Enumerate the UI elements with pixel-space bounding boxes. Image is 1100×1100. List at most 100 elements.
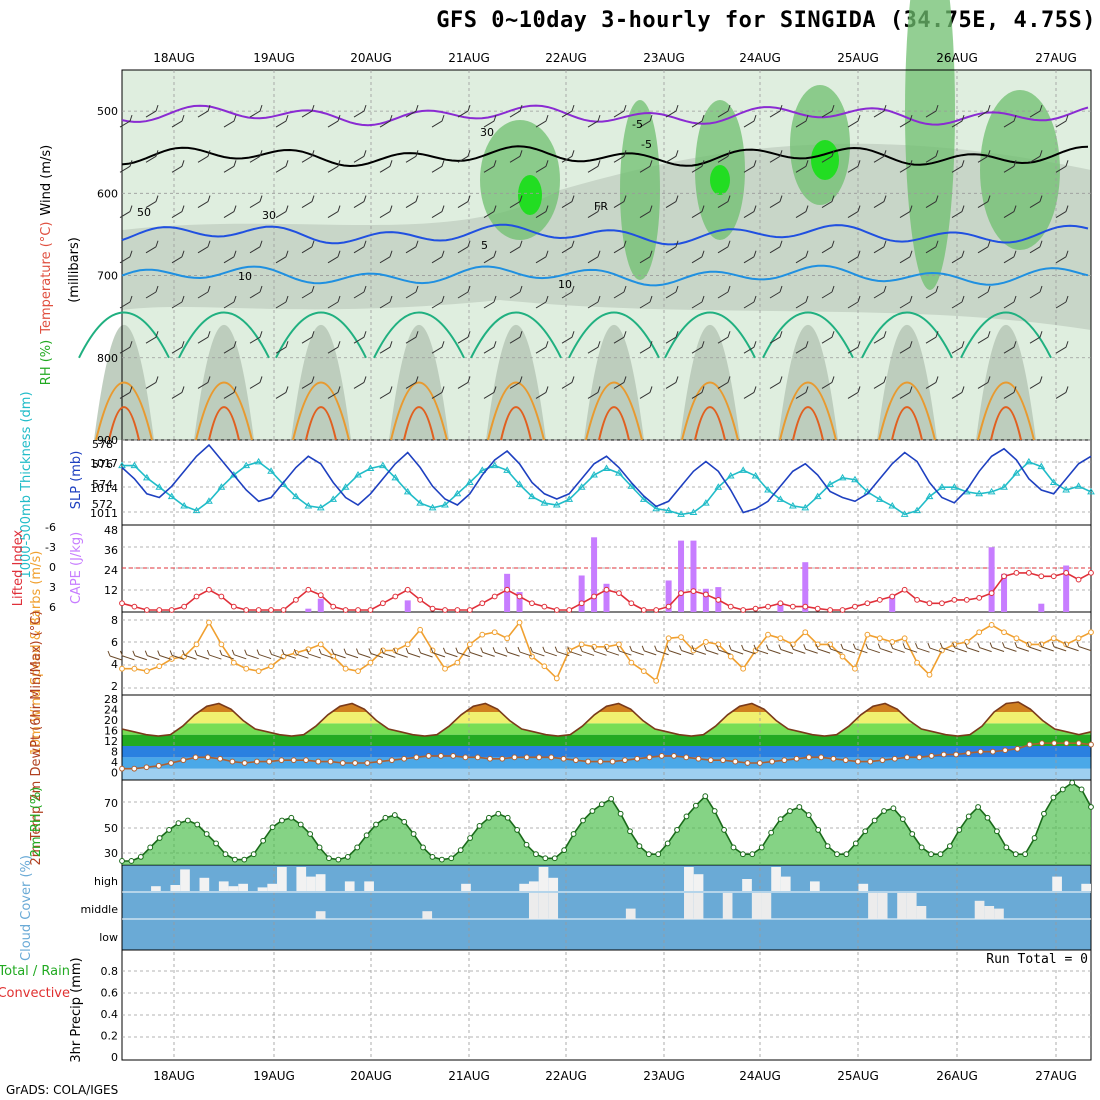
cloud-high-bar [461, 883, 471, 891]
lifted-index-point [1001, 573, 1007, 580]
wind-barb [1055, 386, 1069, 399]
wind-barb [119, 114, 133, 128]
thickness-point [1049, 478, 1058, 485]
temp-tick-label: 28 [104, 693, 118, 706]
rh2m-point [514, 827, 521, 833]
dewpoint-point [499, 755, 506, 762]
lifted-index-point [876, 596, 883, 603]
wind-barb [405, 331, 419, 344]
wind-barb [301, 195, 315, 208]
rh2m-point [965, 813, 972, 820]
wind-barb [587, 295, 601, 309]
wind-barb [535, 295, 549, 309]
wind-barb [1055, 250, 1069, 264]
thickness-point [465, 478, 474, 485]
wind-barb [1003, 341, 1017, 354]
temp-tick-label: 20 [104, 714, 118, 727]
wind-barb [639, 114, 653, 128]
wind-barb [119, 295, 133, 309]
rh2m-point [899, 816, 906, 823]
date-label-top: 21AUG [448, 51, 490, 65]
wind-speed-point [230, 659, 237, 666]
cloud-middle-bar [684, 893, 694, 919]
rh2m-point [617, 810, 624, 817]
wind-barb [119, 160, 133, 173]
lifted-index-point [305, 586, 312, 593]
dewpoint-point [879, 757, 886, 764]
wind-barb [171, 205, 185, 218]
wind-barb [509, 150, 523, 163]
lifted-index-point [578, 600, 585, 607]
wind-barb [561, 240, 575, 254]
wind-barb [275, 386, 289, 399]
wind-barb [821, 195, 835, 208]
date-label-bottom: 24AUG [739, 1069, 781, 1083]
wind-barb [483, 250, 497, 264]
thickness-point [788, 501, 797, 509]
dewpoint-point [977, 748, 984, 755]
dewpoint-point [254, 758, 260, 765]
rh2m-point [279, 817, 285, 824]
wind-speed-point [243, 665, 250, 672]
wind-barb [223, 114, 237, 128]
cloud-high-bar [170, 885, 181, 891]
thickness-point [540, 499, 549, 506]
cloud-high-bar [364, 881, 374, 891]
wind-barb-10m [765, 644, 781, 655]
lifted-index-point [914, 596, 920, 603]
cape-tick-label: 12 [104, 584, 118, 597]
wind-speed-point [852, 665, 858, 672]
lifted-tick-label: 6 [49, 601, 56, 614]
cloud-background [122, 865, 1091, 950]
wind-barb-10m [977, 642, 992, 653]
dewpoint-point [266, 758, 273, 765]
rh2m-point [137, 854, 144, 860]
dewpoint-point [401, 755, 408, 762]
date-label-bottom: 21AUG [448, 1069, 490, 1083]
rh2m-point [495, 810, 502, 817]
thickness-point [577, 483, 586, 490]
wind-barb-10m [828, 643, 843, 654]
thickness-point [503, 466, 511, 473]
thickness-point [242, 461, 251, 469]
wind-barb [1055, 160, 1069, 173]
lifted-index-point [777, 600, 784, 607]
date-label-top: 19AUG [253, 51, 295, 65]
wind-barb [171, 341, 185, 354]
wind-barb [1029, 150, 1043, 163]
rh2m-point [740, 851, 746, 858]
wind-barb [743, 160, 757, 173]
wind-barb [197, 285, 211, 299]
wind-barb [639, 386, 653, 399]
lifted-index-point [1063, 569, 1070, 576]
cloud-high-bar [228, 886, 239, 891]
wind-barb-10m [629, 645, 644, 656]
thickness-point [851, 475, 859, 483]
dewpoint-point [462, 754, 469, 761]
rh2m-point [918, 844, 925, 851]
wind-speed-point [479, 631, 486, 638]
dewpoint-point [204, 754, 211, 761]
cape-bar [1001, 573, 1008, 612]
wind-speed-point [504, 635, 511, 642]
lifted-index-point [417, 596, 424, 603]
rh2m-point [984, 814, 991, 821]
wind-speed-point [119, 665, 125, 672]
rh2m-point [975, 804, 982, 810]
wind-barb [639, 250, 653, 264]
lifted-index-point [852, 603, 858, 610]
dewpoint-point [155, 762, 162, 769]
cape-bar [1038, 603, 1045, 612]
wind-barb [1029, 240, 1043, 254]
dewpoint-point [953, 751, 959, 758]
isotherm-20-contour [292, 381, 350, 441]
footer-credit: GrADS: COLA/IGES [6, 1083, 119, 1097]
cloud-high-bar [538, 867, 549, 891]
thickness-point [776, 495, 785, 502]
thickness-point [751, 471, 760, 479]
cloud-middle-bar [315, 911, 326, 919]
wind-barb [431, 295, 445, 309]
lifted-index-point [293, 596, 299, 603]
wind-barb [249, 331, 263, 344]
wind-barb-10m [380, 648, 396, 658]
